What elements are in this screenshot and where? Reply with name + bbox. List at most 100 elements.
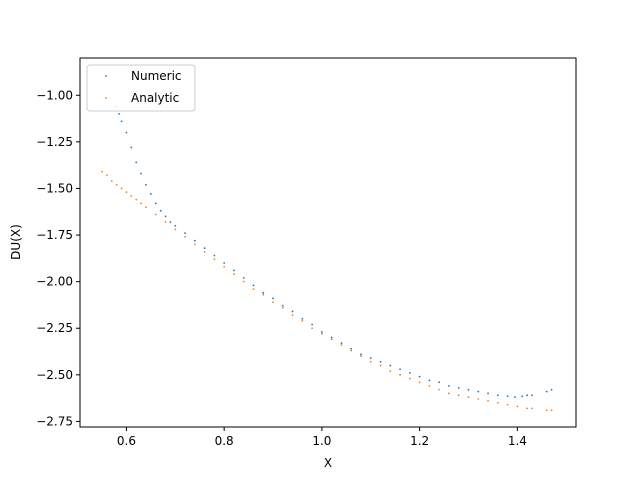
data-point-numeric (169, 221, 172, 223)
data-point-analytic (164, 221, 167, 223)
x-tick-label: 0.6 (117, 434, 136, 448)
data-point-numeric (154, 202, 157, 205)
data-point-numeric (369, 357, 372, 359)
x-axis-title: X (324, 456, 332, 470)
data-point-numeric (467, 388, 470, 391)
data-point-analytic (174, 228, 177, 231)
data-point-analytic (281, 306, 284, 309)
data-point-numeric (262, 291, 265, 294)
x-tick-label: 1.4 (508, 434, 527, 448)
data-point-analytic (101, 170, 103, 173)
data-point-numeric (399, 368, 401, 371)
data-point-analytic (135, 198, 138, 201)
data-point-numeric (496, 394, 499, 397)
data-point-analytic (399, 373, 401, 376)
legend-marker-analytic (105, 97, 107, 99)
data-point-numeric (118, 113, 120, 115)
data-point-numeric (320, 331, 323, 333)
data-point-numeric (531, 394, 533, 397)
data-point-analytic (360, 355, 362, 358)
x-tick-label: 1.0 (312, 434, 331, 448)
series-numeric (114, 105, 553, 399)
data-point-analytic (105, 174, 108, 177)
y-tick-label: −2.50 (36, 368, 73, 382)
data-point-analytic (262, 293, 265, 296)
data-point-analytic (130, 195, 133, 197)
data-point-numeric (252, 284, 255, 287)
data-point-numeric (203, 247, 206, 249)
data-point-analytic (408, 377, 411, 380)
series-analytic (101, 170, 553, 412)
y-tick-label: −1.50 (36, 181, 73, 195)
y-tick-label: −2.75 (36, 414, 73, 428)
x-tick-label: 0.8 (215, 434, 234, 448)
data-point-analytic (184, 236, 186, 238)
data-point-numeric (487, 392, 489, 395)
data-point-analytic (154, 213, 157, 216)
series-layer (101, 105, 553, 412)
data-point-numeric (174, 224, 177, 227)
data-point-numeric (120, 120, 123, 123)
data-point-analytic (379, 364, 382, 367)
data-point-analytic (526, 407, 529, 410)
data-point-numeric (448, 385, 450, 387)
data-point-analytic (550, 409, 553, 412)
legend-box (86, 64, 196, 112)
data-point-analytic (223, 265, 226, 268)
data-point-numeric (526, 394, 529, 397)
y-axis-title: DU(X) (9, 224, 23, 260)
data-point-analytic (487, 400, 489, 402)
data-point-numeric (477, 390, 480, 393)
data-point-numeric (545, 390, 548, 393)
data-point-analytic (252, 288, 255, 290)
y-tick-label: −2.00 (36, 275, 73, 289)
data-point-numeric (311, 323, 314, 326)
y-tick-label: −1.75 (36, 228, 73, 242)
data-point-analytic (467, 396, 470, 399)
data-point-numeric (159, 209, 162, 212)
plot-frame (79, 57, 577, 428)
data-point-numeric (514, 396, 516, 399)
data-point-analytic (193, 243, 196, 246)
data-point-analytic (350, 349, 353, 352)
data-point-numeric (379, 360, 382, 363)
data-point-analytic (140, 202, 142, 205)
data-point-analytic (428, 385, 431, 387)
data-point-numeric (164, 215, 167, 218)
y-tick-label: −1.00 (36, 88, 73, 102)
data-point-analytic (242, 280, 245, 283)
data-point-numeric (418, 375, 421, 378)
y-tick-label: −2.25 (36, 321, 73, 335)
data-point-numeric (140, 172, 142, 175)
data-point-numeric (350, 347, 353, 350)
legend: Numeric Analytic (86, 64, 196, 112)
data-point-numeric (330, 336, 333, 339)
data-point-analytic (110, 180, 113, 182)
data-point-numeric (213, 254, 216, 257)
data-point-numeric (521, 395, 524, 398)
legend-label-analytic: Analytic (131, 91, 179, 105)
y-axis: −1.00 −1.25 −1.50 −1.75 −2.00 −2.25 −2.50 −2.75 (36, 88, 80, 428)
data-point-numeric (272, 297, 274, 300)
data-point-analytic (272, 301, 274, 304)
data-point-analytic (369, 360, 372, 363)
legend-marker-numeric (105, 75, 107, 77)
data-point-analytic (301, 319, 304, 322)
data-point-analytic (311, 327, 314, 330)
data-point-numeric (242, 277, 245, 279)
data-point-analytic (457, 394, 460, 397)
data-point-analytic (203, 250, 206, 253)
data-point-numeric (281, 304, 284, 307)
data-point-analytic (330, 338, 333, 341)
data-point-numeric (145, 183, 147, 186)
data-point-analytic (531, 407, 533, 410)
data-point-numeric (550, 388, 553, 391)
data-point-numeric (428, 379, 431, 382)
data-point-numeric (360, 353, 362, 356)
data-point-analytic (291, 314, 294, 317)
data-point-analytic (418, 381, 421, 384)
data-point-analytic (320, 332, 323, 335)
data-point-numeric (233, 269, 235, 272)
data-point-analytic (233, 273, 235, 276)
data-point-analytic (506, 403, 509, 406)
